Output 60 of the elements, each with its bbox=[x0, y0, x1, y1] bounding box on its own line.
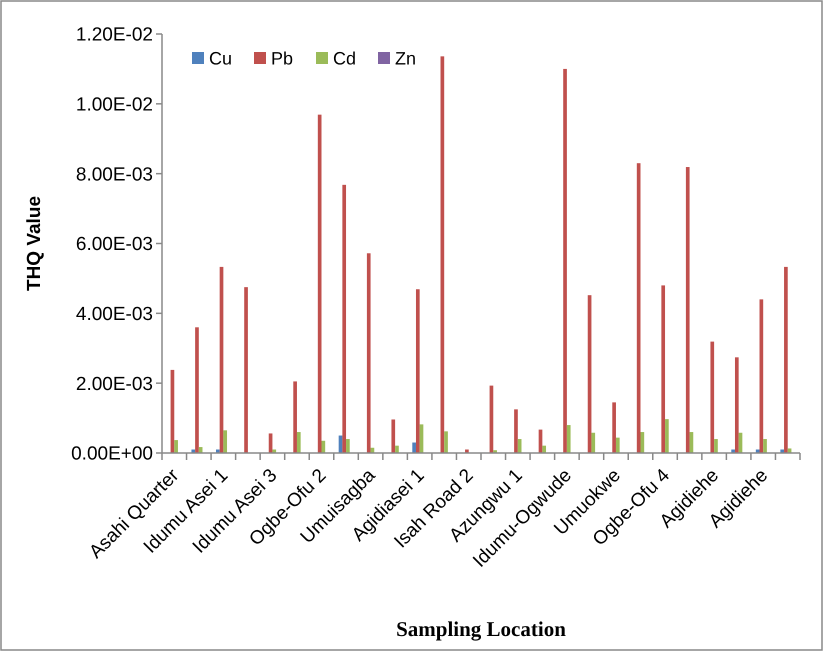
bar bbox=[661, 285, 666, 453]
bar bbox=[296, 432, 301, 453]
bar bbox=[690, 432, 694, 453]
bar bbox=[412, 442, 416, 453]
bar bbox=[734, 357, 739, 453]
y-tick-label: 6.00E-03 bbox=[76, 234, 153, 256]
y-tick-label: 0.00E+00 bbox=[71, 444, 153, 465]
bar bbox=[738, 432, 742, 453]
bar bbox=[616, 438, 620, 453]
legend-label: Cd bbox=[333, 48, 356, 68]
x-axis-title: Sampling Location bbox=[396, 617, 566, 641]
bar bbox=[588, 295, 592, 453]
bar bbox=[318, 114, 322, 453]
bar bbox=[665, 419, 669, 453]
y-tick-label: 2.00E-03 bbox=[76, 374, 153, 395]
legend-label: Zn bbox=[395, 48, 416, 68]
bar bbox=[542, 446, 546, 453]
bar bbox=[686, 167, 690, 453]
bar bbox=[342, 184, 346, 453]
bar bbox=[416, 289, 420, 453]
bar bbox=[223, 430, 228, 453]
bar bbox=[420, 424, 424, 453]
bar bbox=[710, 342, 714, 453]
bar bbox=[784, 266, 788, 453]
bar bbox=[714, 439, 718, 453]
bar bbox=[220, 266, 224, 453]
bar bbox=[636, 163, 640, 453]
bar bbox=[244, 287, 248, 453]
bar bbox=[293, 381, 297, 453]
bar bbox=[366, 253, 371, 453]
bar bbox=[591, 432, 596, 453]
legend-label: Cu bbox=[209, 48, 232, 68]
bar bbox=[195, 327, 199, 453]
bar bbox=[338, 436, 342, 453]
bar bbox=[444, 431, 448, 453]
y-tick-label: 8.00E-03 bbox=[76, 164, 153, 186]
bar bbox=[395, 446, 399, 453]
bar bbox=[538, 430, 542, 453]
bar bbox=[640, 432, 644, 453]
bar bbox=[440, 56, 444, 453]
bar bbox=[391, 419, 396, 453]
bar bbox=[563, 68, 567, 453]
bar bbox=[490, 386, 494, 453]
bar bbox=[612, 402, 616, 453]
bar bbox=[268, 433, 272, 453]
bar bbox=[760, 299, 764, 453]
bar bbox=[788, 448, 792, 453]
bar bbox=[566, 425, 571, 453]
bar bbox=[763, 439, 767, 453]
y-tick-label: 1.20E-02 bbox=[76, 24, 153, 46]
bar bbox=[518, 439, 522, 453]
legend-label: Pb bbox=[271, 48, 294, 68]
bar bbox=[370, 448, 374, 453]
bar bbox=[514, 409, 518, 453]
y-tick-label: 1.00E-02 bbox=[76, 94, 153, 116]
y-tick-label: 4.00E-03 bbox=[76, 304, 153, 325]
bar bbox=[170, 370, 174, 453]
bar bbox=[174, 440, 178, 453]
y-axis-title: THQ Value bbox=[24, 196, 45, 292]
bar bbox=[346, 439, 350, 453]
